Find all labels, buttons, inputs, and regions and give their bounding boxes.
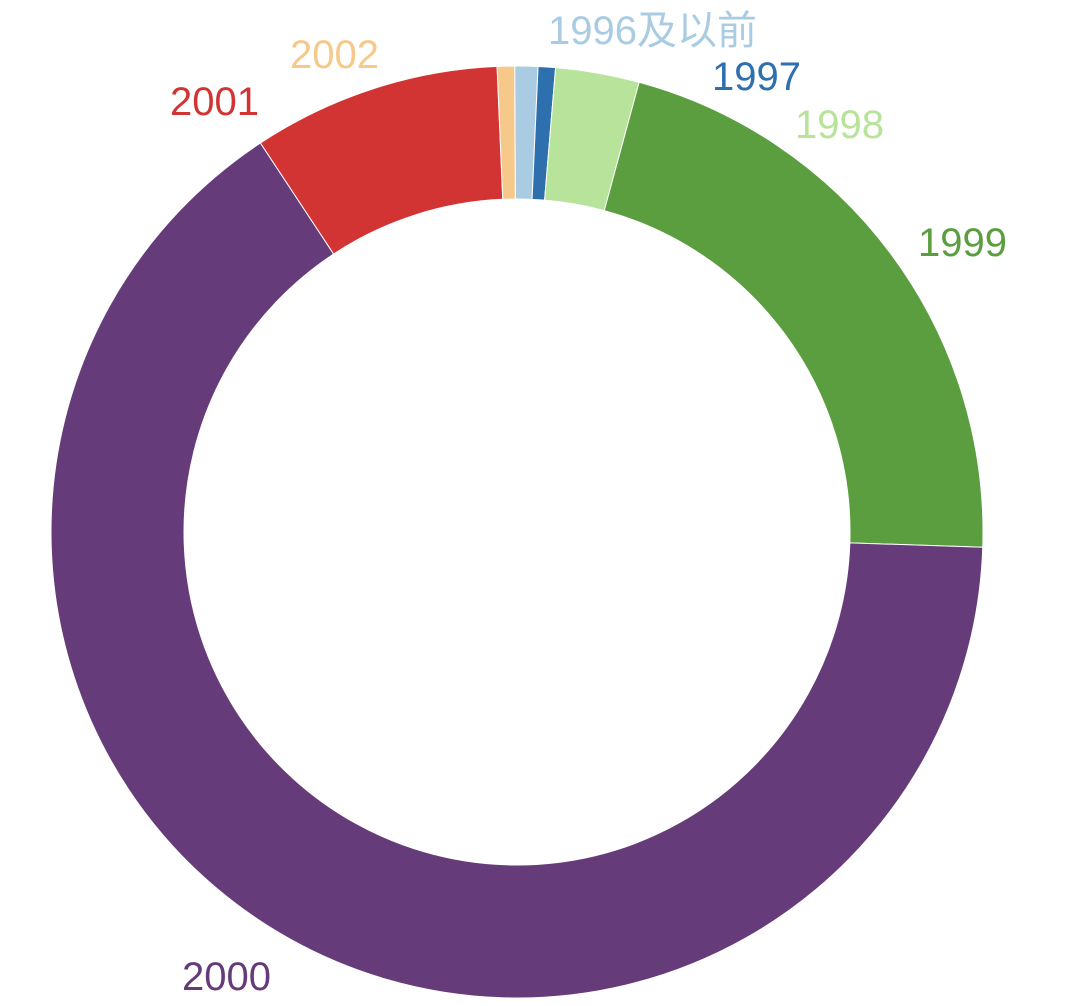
slice-label-2001: 2001 [170, 80, 259, 124]
slice-2002 [496, 65, 516, 200]
slice-label-1998: 1998 [795, 103, 884, 147]
slice-label-1996及以前: 1996及以前 [548, 9, 757, 53]
slices-layer [50, 65, 984, 999]
slice-label-1999: 1999 [918, 221, 1007, 265]
slice-label-2000: 2000 [182, 955, 271, 999]
slice-2000 [50, 142, 984, 999]
slice-1999 [603, 81, 984, 548]
slice-label-1997: 1997 [712, 55, 801, 99]
slice-label-2002: 2002 [290, 33, 379, 77]
